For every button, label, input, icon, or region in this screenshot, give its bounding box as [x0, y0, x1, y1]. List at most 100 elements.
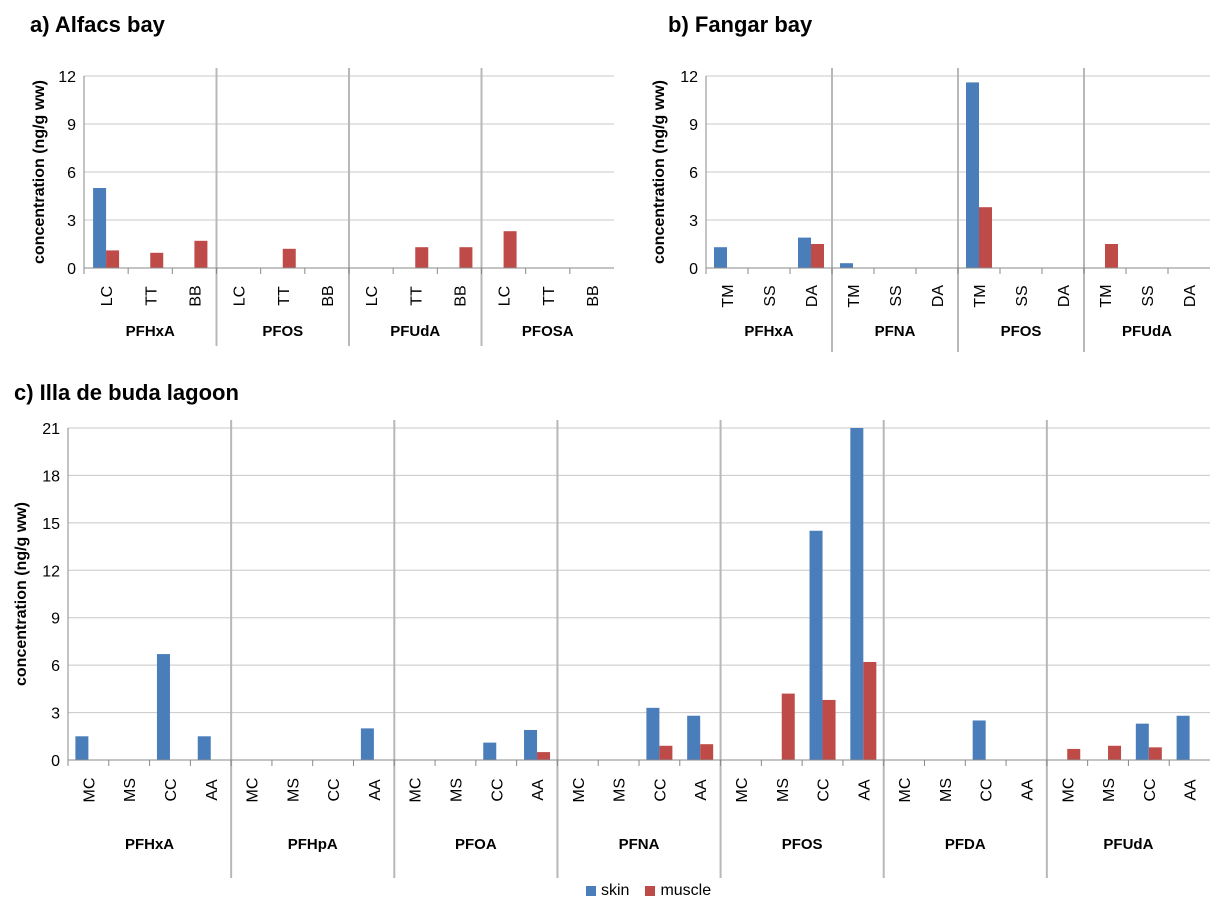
x-category-label: DA	[804, 285, 821, 308]
x-category-label: MC	[571, 778, 588, 803]
bar-skin	[714, 247, 727, 268]
bar-skin	[483, 742, 497, 760]
group-label: PFOA	[455, 836, 497, 853]
y-tick-label: 6	[67, 165, 76, 182]
bar-muscle	[503, 231, 517, 268]
y-tick-label: 6	[51, 658, 60, 675]
x-category-label: MC	[81, 778, 98, 803]
y-tick-label: 9	[689, 117, 698, 134]
bar-muscle	[106, 250, 120, 268]
bar-skin	[524, 729, 538, 760]
group-label: PFNA	[875, 323, 916, 340]
x-category-label: TM	[972, 284, 989, 307]
bar-skin	[798, 237, 811, 268]
x-category-label: AA	[856, 779, 873, 801]
bar-skin	[646, 707, 660, 760]
x-category-label: LC	[232, 286, 249, 306]
y-tick-label: 15	[42, 516, 60, 533]
x-category-label: BB	[452, 285, 469, 306]
bar-muscle	[1108, 745, 1122, 760]
group-label: PFUdA	[390, 323, 440, 340]
x-category-label: LC	[497, 286, 514, 306]
bar-muscle	[1148, 747, 1162, 760]
group-label: PFHpA	[288, 836, 338, 853]
x-category-label: AA	[693, 779, 710, 801]
x-category-label: AA	[1183, 779, 1200, 801]
group-label: PFOS	[262, 323, 303, 340]
x-category-label: MC	[245, 778, 262, 803]
group-label: PFUdA	[1122, 323, 1172, 340]
bar-muscle	[1105, 244, 1118, 268]
y-tick-label: 6	[689, 165, 698, 182]
x-category-label: MS	[122, 778, 139, 802]
x-category-label: MS	[285, 778, 302, 802]
group-label: PFHxA	[126, 323, 175, 340]
panel-a-title: a) Alfacs bay	[30, 12, 165, 37]
bar-skin	[1176, 715, 1190, 760]
x-category-label: BB	[320, 285, 337, 306]
bar-skin	[360, 728, 374, 760]
group-label: PFHxA	[744, 323, 793, 340]
x-category-label: SS	[888, 285, 905, 306]
bar-skin	[850, 428, 864, 760]
legend-item-skin: skin	[586, 882, 629, 900]
panel-c-title: c) Illa de buda lagoon	[14, 380, 239, 405]
x-category-label: MC	[734, 778, 751, 803]
x-category-label: SS	[1014, 285, 1031, 306]
bar-skin	[197, 736, 211, 760]
bar-muscle	[811, 244, 824, 268]
x-category-label: MS	[612, 778, 629, 802]
y-tick-label: 12	[42, 563, 60, 580]
legend-label-skin: skin	[601, 882, 630, 899]
y-tick-label: 0	[51, 753, 60, 770]
bar-skin	[687, 715, 701, 760]
y-axis-label: concentration (ng/g ww)	[13, 502, 30, 686]
bar-muscle	[537, 752, 551, 760]
panel-b-title: b) Fangar bay	[668, 12, 813, 37]
y-tick-label: 0	[689, 261, 698, 278]
bar-muscle	[1067, 748, 1081, 760]
bar-muscle	[150, 252, 164, 268]
y-tick-label: 9	[67, 117, 76, 134]
x-category-label: MC	[1060, 778, 1077, 803]
x-category-label: CC	[652, 778, 669, 801]
x-category-label: TT	[276, 286, 293, 306]
legend: skin muscle	[586, 882, 721, 900]
x-category-label: TM	[846, 284, 863, 307]
x-category-label: AA	[204, 779, 221, 801]
bar-muscle	[415, 247, 429, 268]
y-tick-label: 3	[67, 213, 76, 230]
x-category-label: CC	[326, 778, 343, 801]
bar-muscle	[282, 248, 296, 268]
y-tick-label: 21	[42, 421, 60, 438]
x-category-label: CC	[163, 778, 180, 801]
legend-swatch-muscle	[645, 886, 656, 896]
bar-skin	[93, 188, 107, 268]
x-category-label: DA	[930, 285, 947, 308]
x-category-label: BB	[187, 285, 204, 306]
bar-muscle	[194, 240, 208, 268]
x-category-label: MS	[938, 778, 955, 802]
bar-muscle	[979, 207, 992, 268]
y-tick-label: 12	[58, 69, 76, 86]
x-category-label: LC	[99, 286, 116, 306]
x-category-label: CC	[489, 778, 506, 801]
x-category-label: AA	[1019, 779, 1036, 801]
y-axis-label: concentration (ng/g ww)	[651, 80, 668, 264]
x-category-label: BB	[585, 285, 602, 306]
bar-muscle	[700, 744, 714, 760]
x-category-label: SS	[1140, 285, 1157, 306]
x-category-label: SS	[762, 285, 779, 306]
group-label: PFHxA	[125, 836, 174, 853]
bar-skin	[966, 82, 979, 269]
group-label: PFOS	[782, 836, 823, 853]
bar-skin	[840, 263, 853, 268]
group-label: PFNA	[619, 836, 660, 853]
bar-muscle	[822, 699, 836, 760]
bar-skin	[1135, 723, 1149, 760]
x-category-label: CC	[1142, 778, 1159, 801]
y-tick-label: 3	[689, 213, 698, 230]
legend-swatch-skin	[586, 886, 596, 896]
chart-1: 0 3 6 9 12 concentration (ng/g ww) TM SS DA PFHxA…	[651, 68, 1210, 352]
